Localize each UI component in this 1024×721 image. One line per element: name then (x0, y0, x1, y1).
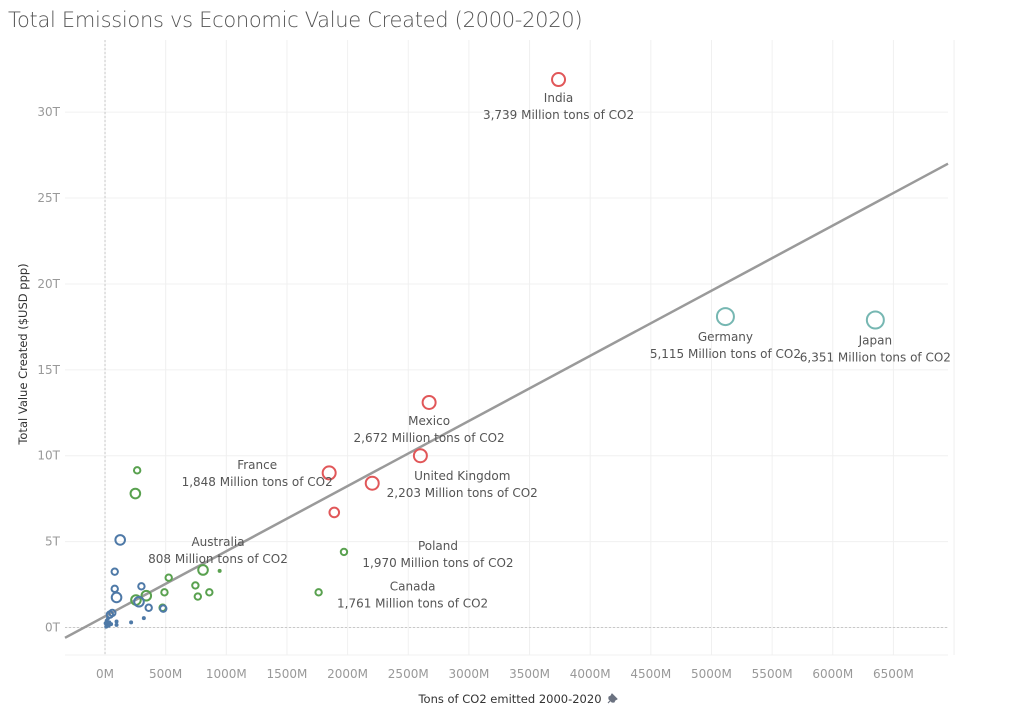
data-point[interactable] (110, 591, 123, 604)
y-tick-label: 25T (37, 191, 60, 205)
annotation-country: Mexico (408, 414, 450, 428)
point-australia[interactable] (197, 564, 209, 576)
x-axis-ticks: 0M 500M 1000M 1500M 2000M 2500M 3000M 3500M 4000… (96, 667, 914, 681)
x-tick-label: 4500M (630, 667, 671, 681)
data-points (103, 72, 885, 629)
annotation-country: Poland (418, 539, 458, 553)
data-point[interactable] (129, 487, 142, 500)
data-point[interactable] (144, 603, 153, 612)
trend-line[interactable] (64, 162, 949, 639)
annotation-country: Canada (390, 579, 436, 593)
data-point[interactable] (137, 582, 146, 591)
point-canada[interactable] (314, 588, 323, 597)
x-tick-label: 0M (96, 667, 114, 681)
point-united-kingdom[interactable] (364, 475, 380, 491)
chart-title: Total Emissions vs Economic Value Create… (8, 8, 583, 32)
data-point[interactable] (412, 448, 428, 464)
y-tick-label: 30T (37, 105, 60, 119)
x-tick-label: 2500M (388, 667, 429, 681)
point-germany[interactable] (715, 307, 735, 327)
data-point[interactable] (191, 581, 200, 590)
data-point[interactable] (328, 506, 341, 519)
annotation-value: 6,351 Million tons of CO2 (800, 351, 951, 365)
annotation-country: Australia (191, 535, 244, 549)
y-tick-label: 15T (37, 363, 60, 377)
data-point[interactable] (129, 620, 134, 625)
data-point[interactable] (106, 623, 111, 628)
x-axis-title[interactable]: Tons of CO2 emitted 2000-2020 (417, 692, 601, 706)
data-point[interactable] (217, 568, 222, 573)
annotation-value: 3,739 Million tons of CO2 (483, 108, 634, 122)
data-point[interactable] (114, 619, 119, 624)
annotation-value: 1,970 Million tons of CO2 (362, 556, 513, 570)
data-point[interactable] (160, 588, 169, 597)
annotation-value: 2,672 Million tons of CO2 (354, 431, 505, 445)
data-point[interactable] (140, 589, 153, 602)
point-annotations: India 3,739 Million tons of CO2 Mexico 2,67… (148, 91, 951, 610)
x-tick-label: 4000M (570, 667, 611, 681)
data-point[interactable] (159, 604, 168, 613)
data-point[interactable] (114, 534, 126, 546)
pin-icon[interactable] (607, 693, 618, 704)
annotation-value: 2,203 Million tons of CO2 (387, 486, 538, 500)
point-poland[interactable] (339, 547, 349, 557)
annotation-country: France (237, 458, 277, 472)
trend-line-group (64, 162, 949, 639)
data-point[interactable] (132, 466, 142, 475)
point-france[interactable] (321, 465, 337, 481)
data-point[interactable] (133, 595, 145, 608)
x-tick-label: 5500M (752, 667, 793, 681)
data-point[interactable] (141, 616, 146, 621)
y-axis-title[interactable]: Total Value Created ($USD ppp) (16, 263, 30, 445)
y-tick-label: 5T (45, 535, 61, 549)
x-tick-label: 3000M (448, 667, 489, 681)
data-point[interactable] (164, 573, 173, 582)
x-tick-label: 3500M (509, 667, 550, 681)
x-tick-label: 6000M (812, 667, 853, 681)
annotation-value: 1,761 Million tons of CO2 (337, 596, 488, 610)
annotation-country: Japan (858, 334, 892, 348)
data-point[interactable] (205, 588, 214, 597)
data-point[interactable] (193, 592, 203, 601)
annotation-country: India (544, 91, 573, 105)
x-tick-label: 500M (149, 667, 182, 681)
point-japan[interactable] (865, 310, 885, 330)
x-tick-label: 6500M (873, 667, 914, 681)
x-tick-label: 5000M (691, 667, 732, 681)
data-point[interactable] (114, 622, 119, 627)
annotation-value: 1,848 Million tons of CO2 (182, 475, 333, 489)
data-point[interactable] (110, 567, 119, 576)
annotation-value: 5,115 Million tons of CO2 (650, 347, 801, 361)
annotation-value: 808 Million tons of CO2 (148, 552, 288, 566)
zero-reference-lines (65, 40, 948, 655)
gridlines (65, 40, 955, 656)
annotation-country: United Kingdom (414, 469, 510, 483)
y-tick-label: 10T (37, 449, 60, 463)
point-india[interactable] (551, 72, 567, 88)
x-tick-label: 2000M (327, 667, 368, 681)
data-point[interactable] (103, 621, 108, 626)
x-tick-label: 1000M (206, 667, 247, 681)
data-point[interactable] (110, 584, 119, 594)
y-tick-label: 20T (37, 277, 60, 291)
point-mexico[interactable] (421, 394, 437, 410)
y-axis-ticks: 0T 5T 10T 15T 20T 25T 30T (37, 105, 60, 634)
x-tick-label: 1500M (267, 667, 308, 681)
y-tick-label: 0T (45, 621, 61, 635)
annotation-country: Germany (698, 330, 753, 344)
